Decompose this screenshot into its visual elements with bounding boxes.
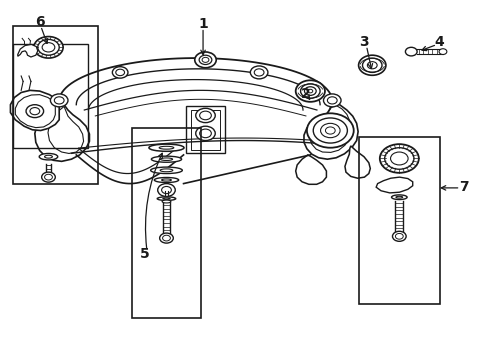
Text: 6: 6 — [35, 15, 44, 29]
Circle shape — [199, 129, 211, 138]
Circle shape — [392, 231, 406, 241]
Ellipse shape — [39, 153, 58, 160]
Text: 7: 7 — [458, 180, 468, 194]
Circle shape — [30, 108, 40, 115]
Circle shape — [158, 184, 175, 197]
Circle shape — [116, 69, 124, 76]
Bar — [132, 128, 200, 318]
Circle shape — [161, 186, 171, 194]
Circle shape — [112, 67, 128, 78]
Circle shape — [438, 49, 446, 54]
Polygon shape — [375, 177, 412, 193]
Bar — [13, 44, 88, 148]
Circle shape — [195, 108, 215, 123]
Bar — [190, 110, 220, 149]
Circle shape — [304, 87, 316, 95]
Ellipse shape — [160, 169, 172, 172]
Bar — [13, 26, 98, 184]
Circle shape — [362, 58, 381, 72]
Circle shape — [199, 111, 211, 120]
Circle shape — [390, 152, 407, 165]
Polygon shape — [10, 90, 59, 131]
Circle shape — [42, 42, 55, 52]
Ellipse shape — [161, 179, 171, 181]
Circle shape — [54, 97, 64, 104]
Circle shape — [313, 118, 346, 143]
Ellipse shape — [44, 155, 52, 158]
Text: 5: 5 — [140, 247, 149, 261]
Text: 1: 1 — [198, 17, 207, 31]
Circle shape — [379, 144, 418, 173]
Circle shape — [323, 94, 340, 107]
Circle shape — [250, 66, 267, 79]
Circle shape — [306, 113, 353, 148]
Text: 2: 2 — [300, 87, 310, 101]
Ellipse shape — [391, 195, 407, 199]
Ellipse shape — [160, 158, 172, 161]
Circle shape — [26, 105, 43, 118]
Circle shape — [325, 127, 334, 134]
Circle shape — [320, 123, 339, 138]
Text: 4: 4 — [434, 35, 444, 49]
Bar — [358, 137, 439, 304]
Text: 3: 3 — [358, 35, 368, 49]
Circle shape — [307, 89, 312, 93]
Ellipse shape — [157, 197, 175, 201]
Ellipse shape — [395, 196, 402, 198]
Circle shape — [366, 62, 376, 69]
Circle shape — [195, 126, 215, 140]
Circle shape — [199, 55, 211, 64]
Ellipse shape — [150, 167, 182, 174]
Circle shape — [159, 233, 173, 243]
Ellipse shape — [159, 146, 173, 149]
Bar — [185, 107, 224, 153]
Polygon shape — [304, 101, 357, 159]
Ellipse shape — [151, 156, 181, 162]
Circle shape — [295, 80, 325, 102]
Circle shape — [395, 233, 403, 239]
Circle shape — [194, 52, 216, 68]
Circle shape — [254, 69, 264, 76]
Polygon shape — [295, 155, 326, 184]
Circle shape — [327, 97, 336, 104]
Circle shape — [162, 235, 170, 241]
Polygon shape — [18, 44, 38, 57]
Circle shape — [202, 57, 208, 62]
Circle shape — [41, 172, 55, 182]
Ellipse shape — [162, 200, 170, 203]
Polygon shape — [35, 101, 89, 161]
Circle shape — [358, 55, 385, 75]
Circle shape — [405, 47, 416, 56]
Ellipse shape — [154, 177, 178, 183]
Ellipse shape — [163, 198, 170, 199]
Circle shape — [44, 174, 52, 180]
Circle shape — [34, 37, 63, 58]
Polygon shape — [344, 146, 369, 178]
Circle shape — [50, 94, 68, 107]
Circle shape — [38, 40, 59, 55]
Circle shape — [384, 148, 413, 169]
Ellipse shape — [149, 144, 183, 151]
Circle shape — [300, 84, 320, 98]
